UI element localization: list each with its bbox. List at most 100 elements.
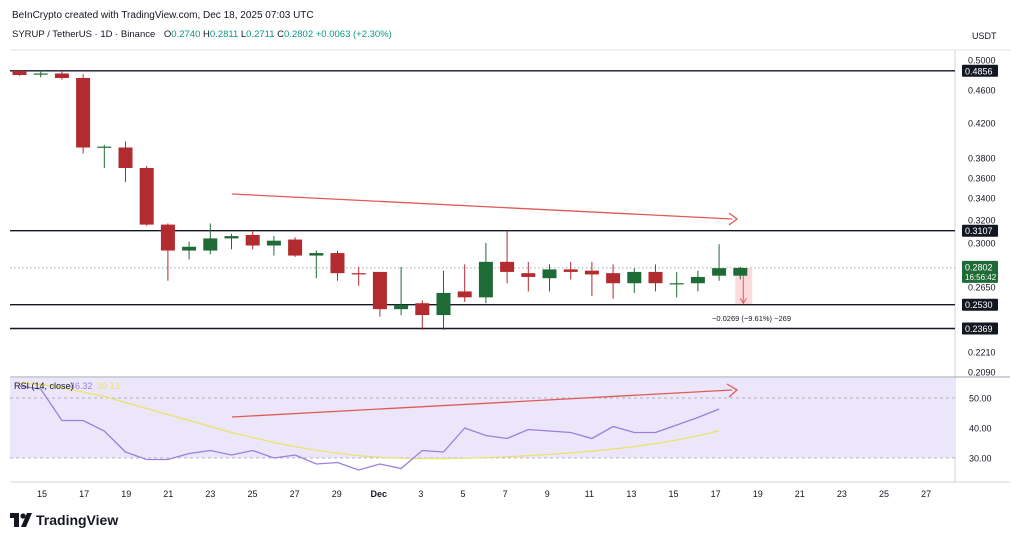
close-value: 0.2802 [284,29,314,40]
candle-down [139,168,154,225]
measure-arrowhead [739,298,747,305]
open-label: O [163,29,172,40]
time-tick-label: 11 [585,489,594,499]
candle-up [542,269,557,279]
candle-down [457,291,472,298]
price-tick-label: 0.3400 [968,194,996,204]
level-tag [962,322,998,335]
price-tick-label: 0.5000 [968,56,996,66]
time-tick-label: 9 [545,489,550,499]
candle-down [606,273,621,284]
candle-up [690,276,705,284]
time-tick-label: 15 [37,489,47,499]
time-tick-label: 17 [79,489,89,499]
rsi-trend-arrowhead [726,383,739,398]
level-tag-label: 0.4856 [965,66,993,76]
rsi-band [10,378,955,458]
time-tick-label: 19 [121,489,131,499]
time-tick-label: 23 [837,489,847,499]
symbol-name: SYRUP / TetherUS · 1D · Binance [12,29,156,40]
candle-down [351,273,366,275]
candle-down [500,261,515,272]
currency-label[interactable]: USDT [972,31,997,41]
measure-label: −0.0269 (−9.61%) −269 [712,314,791,323]
time-tick-label: 25 [879,489,889,499]
candle-up [33,73,48,75]
candle-down [12,70,27,75]
candle-down [76,78,91,148]
candle-down [118,147,133,168]
rsi-trend-arrow [231,389,733,418]
candle-up [97,146,112,148]
candle-up [627,271,642,284]
candle-up [203,238,218,251]
candle-down [330,253,345,274]
current-price-countdown: 16:56:42 [965,273,997,282]
level-tag [962,64,998,77]
credit-line: BeInCrypto created with TradingView.com,… [12,10,314,21]
candle-down [563,269,578,272]
price-tick-label: 0.3800 [968,154,996,164]
price-tick-label: 0.4600 [968,86,996,96]
candle-down [584,270,599,275]
change-value: +0.0063 (+2.30%) [315,29,392,40]
price-tick-label: 0.3600 [968,174,996,184]
candle-up [669,283,684,285]
price-tick-label: 0.3200 [968,216,996,226]
symbol-header: SYRUP / TetherUS · 1D · Binance O0.2740 … [12,29,392,40]
candle-down [245,234,260,246]
level-tag [962,298,998,311]
price-chart[interactable]: 0.5000 0.4600 0.4200 0.3800 0.3600 0.3400 0.32… [0,0,1024,500]
price-tick-label: 0.3000 [968,239,996,249]
candle-up [712,268,727,276]
candle-down [415,303,430,316]
candle-up [394,304,409,310]
price-tick-label: 0.2090 [968,368,996,378]
level-tag-label: 0.3107 [965,226,993,236]
candle-down [288,239,303,256]
time-tick-label: 5 [460,489,465,499]
candle-down [54,73,69,78]
level-tag-label: 0.2369 [965,324,993,334]
candle-down [648,271,663,284]
price-trend-arrow [231,193,733,220]
rsi-label: RSI (14, close) [14,381,74,391]
rsi-tick-label: 30.00 [969,454,992,464]
rsi-tick-label: 50.00 [969,394,992,404]
price-tick-label: 0.4200 [968,119,996,129]
candle-up [733,267,748,276]
time-tick-label: 27 [290,489,300,499]
price-tick-label: 0.2210 [968,348,996,358]
candle-up [182,246,197,251]
level-tag-label: 0.2530 [965,300,993,310]
time-tick-label: 15 [668,489,678,499]
open-value: 0.2740 [171,29,201,40]
high-label: H [203,29,210,40]
rsi-line [19,385,720,471]
rsi-value: 46.32 [70,381,93,391]
time-tick-label: 25 [247,489,257,499]
time-tick-label: 21 [163,489,173,499]
brand-text: TradingView [36,512,119,528]
time-tick-label: 13 [626,489,636,499]
time-tick-label: 7 [503,489,508,499]
candle-down [372,271,387,310]
low-value: 0.2711 [246,29,275,40]
current-price-value: 0.2802 [965,262,993,272]
price-tick-label: 0.2650 [968,283,996,293]
time-tick-label: 29 [332,489,342,499]
candle-up [478,261,493,298]
current-price-tag [962,260,998,283]
time-tick-label: 17 [711,489,721,499]
close-label: C [277,29,285,40]
low-label: L [240,29,247,40]
rsi-ma-value: 39.13 [97,381,120,391]
time-tick-label: 23 [205,489,215,499]
candle-up [436,292,451,316]
time-tick-label: 27 [921,489,931,499]
candle-up [309,253,324,256]
candle-down [521,273,536,277]
time-tick-label: 19 [753,489,763,499]
tradingview-logo-icon [10,513,32,527]
tradingview-logo: TradingView [10,512,118,528]
